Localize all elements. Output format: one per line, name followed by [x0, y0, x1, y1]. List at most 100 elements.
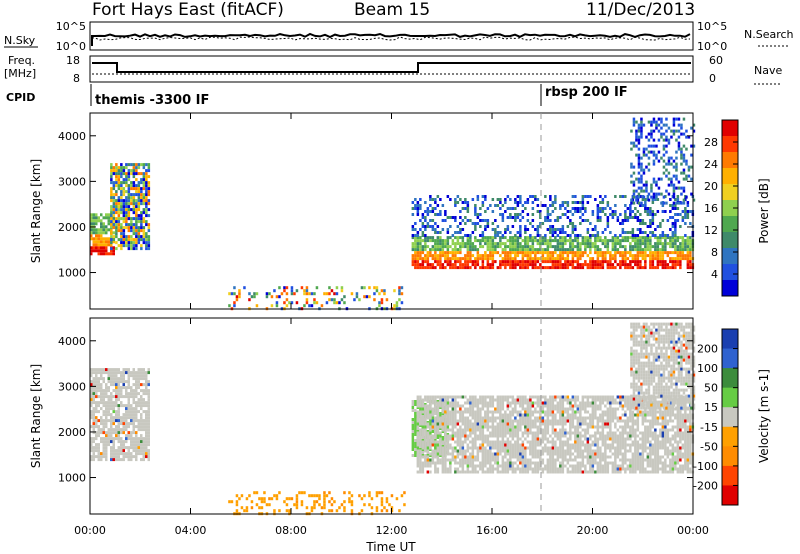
- echo-cell: [679, 225, 682, 228]
- echo-cell: [486, 428, 490, 432]
- echo-cell: [649, 219, 652, 222]
- echo-cell: [421, 416, 425, 420]
- echo-cell: [363, 286, 366, 290]
- echo-cell: [441, 470, 445, 474]
- echo-cell: [509, 401, 512, 405]
- echo-cell: [441, 467, 445, 471]
- echo-cell: [147, 247, 151, 251]
- echo-cell: [675, 201, 678, 205]
- echo-cell: [132, 184, 136, 188]
- echo-cell: [325, 292, 329, 296]
- echo-cell: [644, 201, 647, 204]
- echo-cell: [102, 440, 105, 444]
- echo-cell: [130, 413, 133, 417]
- echo-cell: [419, 398, 422, 402]
- echo-cell: [107, 386, 110, 390]
- echo-cell: [561, 458, 565, 462]
- echo-cell: [504, 461, 507, 465]
- echo-cell: [544, 234, 547, 237]
- echo-cell: [667, 141, 671, 145]
- echo-cell: [481, 437, 485, 441]
- echo-cell: [680, 150, 683, 154]
- echo-cell: [120, 431, 123, 435]
- echo-cell: [414, 409, 417, 412]
- echo-cell: [481, 231, 485, 234]
- echo-cell: [524, 248, 527, 252]
- echo-cell: [554, 239, 557, 243]
- echo-cell: [576, 404, 580, 408]
- echo-cell: [454, 470, 457, 474]
- echo-cell: [140, 247, 143, 251]
- echo-cell: [416, 207, 420, 210]
- echo-cell: [132, 428, 135, 432]
- echo-cell: [661, 266, 665, 270]
- echo-cell: [499, 440, 502, 444]
- echo-cell: [115, 169, 118, 173]
- echo-cell: [536, 464, 540, 468]
- echo-cell: [476, 452, 480, 456]
- echo-cell: [566, 416, 570, 420]
- echo-cell: [140, 434, 143, 438]
- echo-cell: [278, 286, 281, 290]
- echo-cell: [421, 401, 425, 405]
- echo-cell: [431, 434, 435, 438]
- echo-cell: [679, 260, 682, 264]
- echo-cell: [682, 156, 686, 160]
- echo-cell: [566, 257, 570, 261]
- echo-cell: [95, 431, 98, 435]
- echo-cell: [665, 138, 668, 142]
- echo-cell: [90, 446, 93, 450]
- echo-cell: [92, 458, 95, 462]
- echo-cell: [561, 443, 565, 447]
- echo-cell: [436, 428, 440, 432]
- echo-cell: [127, 238, 131, 242]
- echo-cell: [496, 234, 500, 237]
- echo-cell: [499, 398, 502, 402]
- echo-cell: [469, 257, 472, 261]
- echo-cell: [142, 217, 146, 221]
- echo-cell: [665, 129, 668, 133]
- echo-cell: [521, 251, 525, 255]
- echo-cell: [335, 292, 339, 296]
- echo-cell: [675, 150, 678, 154]
- echo-cell: [514, 407, 517, 411]
- echo-cell: [594, 266, 597, 270]
- echo-cell: [586, 195, 590, 198]
- echo-cell: [429, 461, 432, 465]
- echo-cell: [461, 416, 465, 420]
- echo-cell: [686, 245, 690, 249]
- echo-cell: [666, 251, 670, 255]
- echo-cell: [117, 386, 120, 390]
- echo-cell: [122, 413, 125, 417]
- echo-cell: [431, 239, 435, 243]
- echo-cell: [122, 178, 126, 182]
- echo-cell: [147, 208, 151, 212]
- echo-cell: [559, 207, 562, 210]
- echo-cell: [140, 407, 143, 411]
- echo-cell: [130, 202, 133, 206]
- echo-cell: [604, 236, 607, 240]
- echo-cell: [514, 425, 517, 429]
- echo-cell: [424, 242, 427, 246]
- echo-cell: [436, 260, 440, 264]
- echo-cell: [451, 431, 455, 435]
- echo-cell: [654, 236, 657, 240]
- echo-cell: [584, 401, 587, 405]
- echo-cell: [456, 470, 460, 474]
- echo-cell: [132, 196, 136, 200]
- echo-cell: [127, 371, 130, 375]
- echo-cell: [546, 210, 550, 213]
- echo-cell: [137, 368, 140, 372]
- echo-cell: [454, 461, 457, 465]
- echo-cell: [238, 289, 241, 293]
- echo-cell: [112, 452, 115, 456]
- echo-cell: [554, 260, 557, 264]
- echo-cell: [235, 503, 239, 507]
- echo-cell: [414, 445, 417, 448]
- echo-cell: [594, 248, 597, 252]
- echo-cell: [519, 461, 522, 465]
- echo-cell: [484, 228, 487, 231]
- echo-cell: [449, 464, 452, 468]
- echo-cell: [657, 138, 661, 142]
- echo-cell: [511, 410, 515, 414]
